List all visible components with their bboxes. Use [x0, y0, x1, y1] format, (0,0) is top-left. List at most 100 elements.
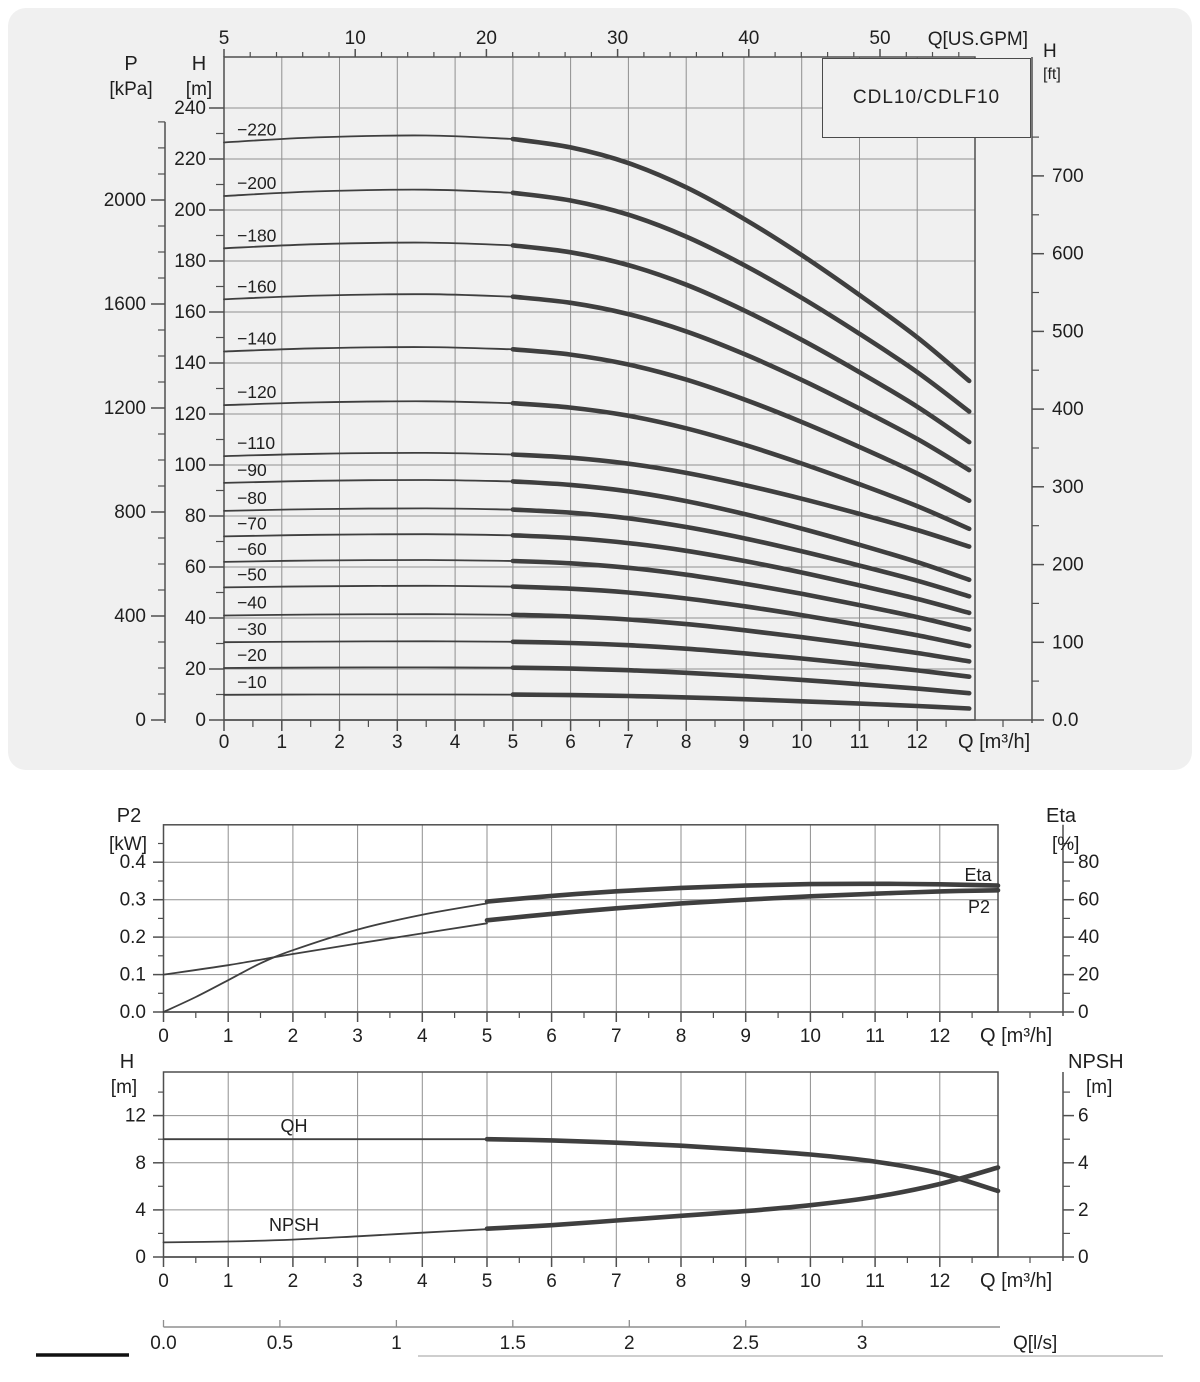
- x-tick-label: 8: [676, 1026, 687, 1047]
- curve-label-−200: −200: [237, 173, 277, 193]
- head-tick-label: 20: [185, 659, 206, 680]
- h-tick-label: 8: [135, 1153, 146, 1174]
- npsh-tick-label: 0: [1078, 1247, 1089, 1268]
- curve-label-−120: −120: [237, 382, 277, 402]
- qh-curve-label: QH: [281, 1116, 308, 1136]
- head-tick-label: 80: [185, 506, 206, 527]
- x-tick-label: 3: [392, 732, 403, 753]
- x-tick-label: 7: [611, 1271, 622, 1292]
- ls-tick-label: 3: [857, 1333, 868, 1354]
- curve-thick-−110: [510, 452, 972, 549]
- curve-thin-−40: [223, 613, 514, 617]
- main-head-axis: 0 20 40 60 80 100 120 140 160 180 200 220 240 H [m]: [174, 53, 224, 731]
- head-axis-unit: [m]: [186, 79, 212, 100]
- x-tick-label: 6: [546, 1026, 557, 1047]
- x-tick-label: 7: [611, 1026, 622, 1047]
- x-tick-label: 6: [546, 1271, 557, 1292]
- x-tick-label: 8: [676, 1271, 687, 1292]
- main-pressure-axis: 0 400 800 1200 1600 2000 P [kPa]: [104, 53, 166, 731]
- curve-label-−70: −70: [237, 513, 267, 533]
- feet-axis-name: H: [1043, 41, 1057, 62]
- curve-label-−50: −50: [237, 564, 267, 584]
- curve-thick-NPSH: [484, 1165, 1001, 1231]
- head-tick-label: 120: [174, 404, 206, 425]
- p2-eta-curves: Eta P2: [162, 865, 1001, 1013]
- eta-tick-label: 0: [1078, 1002, 1089, 1023]
- curve-thick-−60: [510, 558, 972, 632]
- curve-thin-−60: [223, 559, 514, 563]
- gpm-axis-title: Q[US.GPM]: [928, 29, 1028, 50]
- x-tick-label: 0: [219, 732, 230, 753]
- qh-x-axis: 0 1 2 3 4 5 6 7 8 9 10 11 12 Q [m³/h]: [158, 1256, 1063, 1292]
- footer-divider: [36, 1353, 1163, 1357]
- ls-scale: 0.0 0.5 1 1.5 2 2.5 3 Q[l/s]: [150, 1320, 1057, 1354]
- head-tick-label: 100: [174, 455, 206, 476]
- curve-label-−90: −90: [237, 460, 267, 480]
- feet-tick-label: 100: [1052, 632, 1084, 653]
- curve-thick-−90: [510, 479, 972, 583]
- pressure-tick-label: 1200: [104, 398, 146, 419]
- head-tick-label: 240: [174, 98, 206, 119]
- qh-left-axis: 0 4 8 12 H [m]: [111, 1051, 164, 1268]
- x-tick-label: 10: [791, 732, 812, 753]
- model-label: CDL10/CDLF10: [852, 87, 1001, 108]
- curve-thin-−180: [223, 241, 514, 250]
- eta-tick-label: 60: [1078, 890, 1099, 911]
- curve-thin-−110: [223, 451, 514, 457]
- main-x-axis: 0 1 2 3 4 5 6 7 8 9 10 11 12 Q [m³/h]: [219, 719, 1032, 753]
- curve-label-−10: −10: [237, 672, 267, 692]
- curve-thick-Eta: [484, 881, 1001, 904]
- curve-thick-−160: [510, 294, 972, 473]
- x-tick-label: 5: [482, 1026, 493, 1047]
- head-tick-label: 160: [174, 302, 206, 323]
- curve-thick-−120: [510, 400, 972, 532]
- pressure-tick-label: 2000: [104, 190, 146, 211]
- curve-thin-−20: [223, 666, 514, 669]
- curve-label-−80: −80: [237, 488, 267, 508]
- curve-label-−20: −20: [237, 645, 267, 665]
- curve-thin-−220: [223, 134, 514, 144]
- x-tick-label: 1: [223, 1271, 234, 1292]
- pressure-axis-unit: [kPa]: [109, 79, 152, 100]
- x-tick-label: 6: [565, 732, 576, 753]
- head-tick-label: 40: [185, 608, 206, 629]
- x-tick-label: 10: [800, 1271, 821, 1292]
- curve-thin-NPSH: [162, 1228, 488, 1244]
- npsh-tick-label: 6: [1078, 1106, 1089, 1127]
- x-tick-label: 12: [907, 732, 928, 753]
- x-tick-label: 3: [352, 1026, 363, 1047]
- head-tick-label: 220: [174, 149, 206, 170]
- gpm-tick-label: 5: [219, 28, 230, 49]
- ls-tick-label: 0.0: [150, 1333, 176, 1354]
- x-tick-label: 9: [740, 1026, 751, 1047]
- plot-border: [162, 824, 999, 1013]
- x-tick-label: 9: [740, 1271, 751, 1292]
- curve-thin-−200: [223, 188, 514, 197]
- chart-panel-background: [8, 8, 1192, 770]
- curve-thick-−50: [510, 584, 972, 649]
- x-tick-label: 0: [158, 1026, 169, 1047]
- h-tick-label: 4: [135, 1200, 146, 1221]
- x-tick-label: 10: [800, 1026, 821, 1047]
- x-tick-label: 0: [158, 1271, 169, 1292]
- ls-axis-title: Q[l/s]: [1013, 1333, 1057, 1354]
- kw-tick-label: 0.3: [120, 890, 146, 911]
- x-tick-label: 11: [865, 1271, 885, 1292]
- curve-label-−140: −140: [237, 329, 277, 349]
- head-axis-name: H: [192, 53, 206, 75]
- feet-tick-label: 300: [1052, 477, 1084, 498]
- x-tick-label: 4: [417, 1271, 428, 1292]
- eta-curve-label: Eta: [964, 865, 992, 885]
- kw-tick-label: 0.1: [120, 965, 146, 986]
- curve-thick-−80: [510, 507, 972, 599]
- curve-thin-−120: [223, 400, 514, 406]
- curve-thin-P2: [162, 922, 488, 976]
- curve-thin-−140: [223, 346, 514, 353]
- curve-label-−110: −110: [237, 433, 275, 453]
- feet-tick-label: 700: [1052, 166, 1084, 187]
- p2-left-axis: 0.0 0.1 0.2 0.3 0.4 P2 [kW]: [109, 805, 164, 1023]
- npsh-right-axis: 0 2 4 6 NPSH [m]: [1062, 1051, 1124, 1268]
- x-tick-label: 2: [288, 1026, 299, 1047]
